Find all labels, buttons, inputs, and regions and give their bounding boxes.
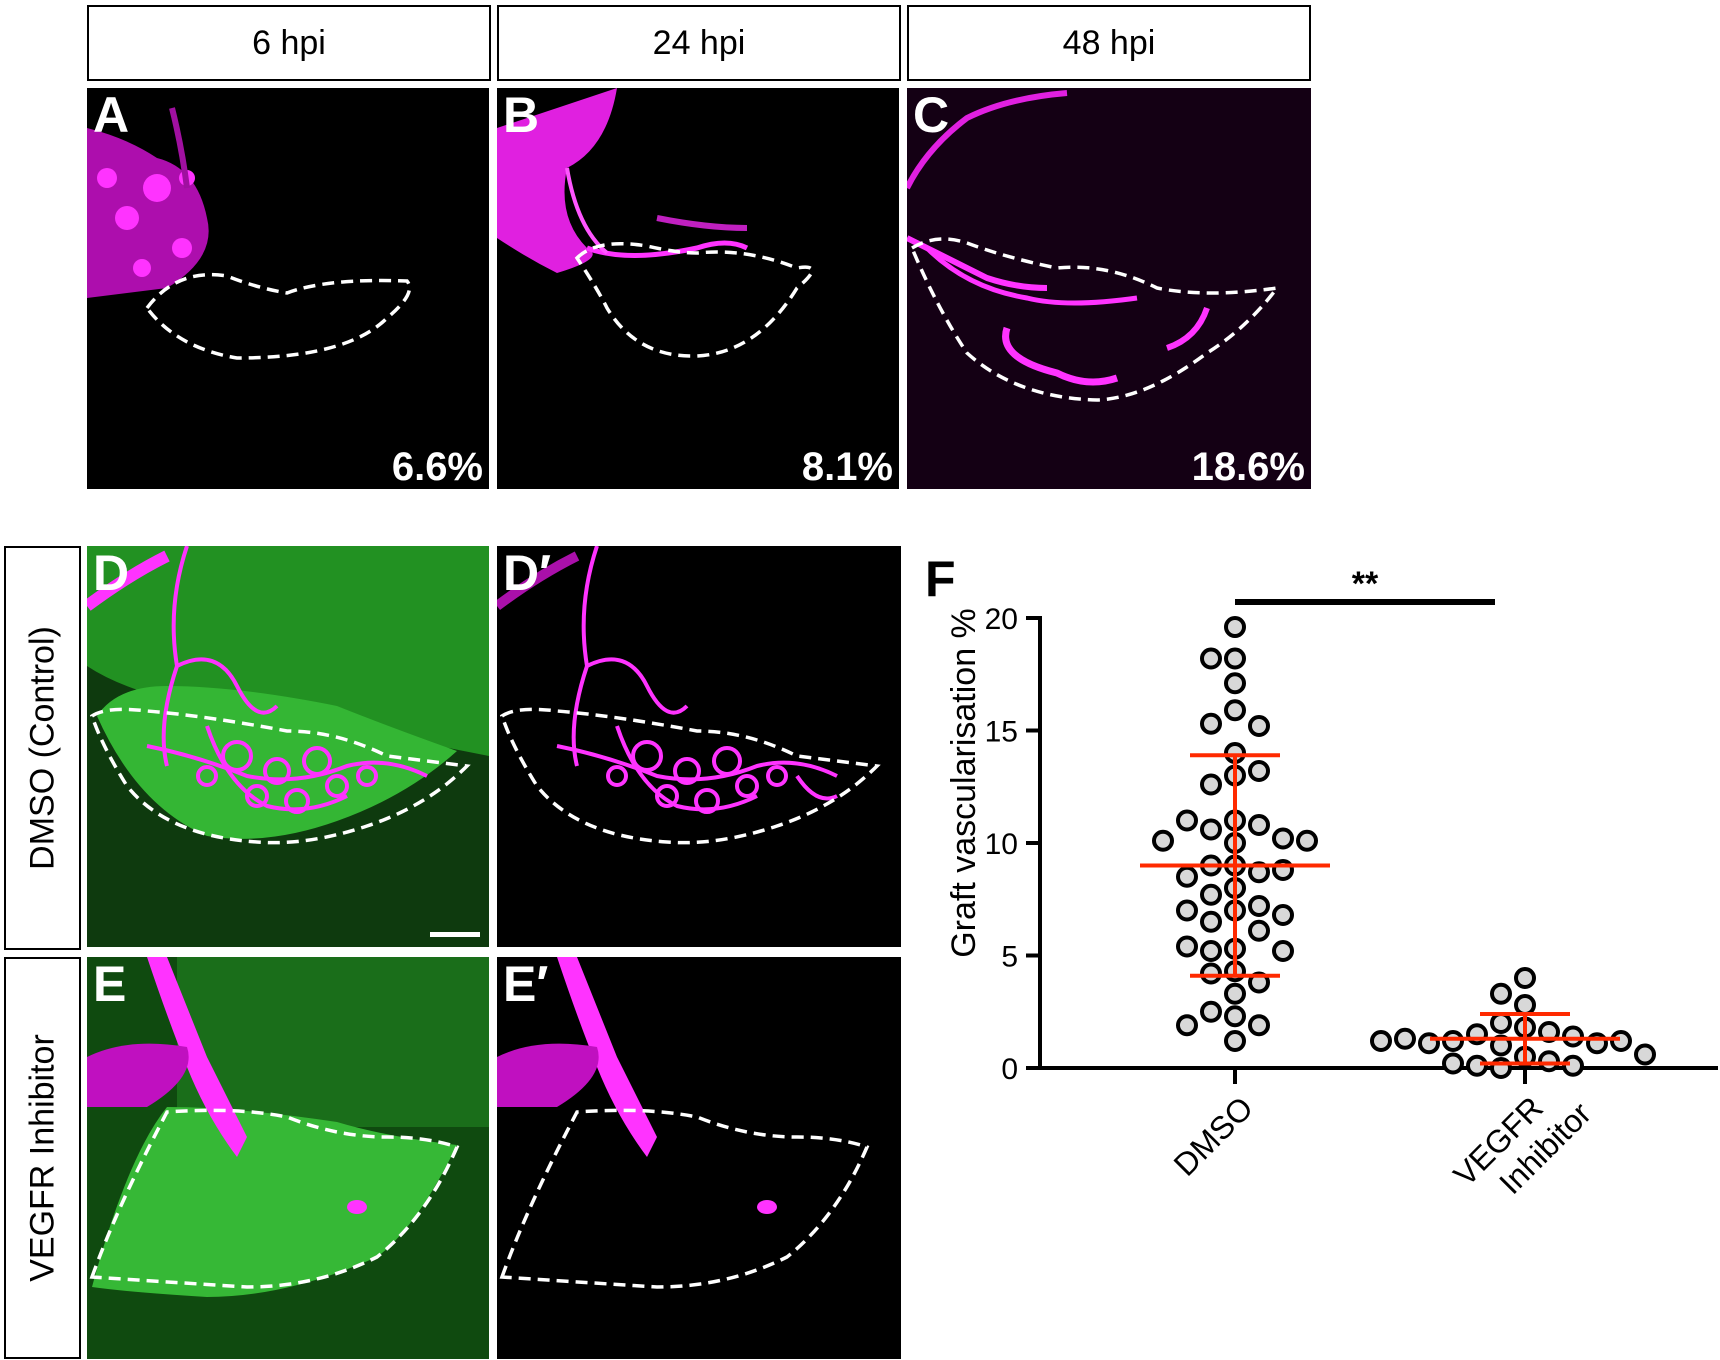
- micrograph-panel-e: E: [87, 957, 489, 1359]
- data-point: [1248, 861, 1270, 884]
- row-label-vegfr-text: VEGFR Inhibitor: [23, 1034, 61, 1282]
- percent-a: 6.6%: [391, 445, 483, 489]
- data-point: [1200, 647, 1222, 670]
- data-point: [1442, 1052, 1464, 1075]
- data-point: [1562, 1025, 1584, 1048]
- data-point: [1200, 712, 1222, 735]
- y-tick-label: 10: [985, 828, 1018, 861]
- data-point: [1176, 899, 1198, 922]
- y-tick-label: 15: [985, 716, 1018, 749]
- data-point: [1442, 1030, 1464, 1052]
- micrograph-panel-b: B 8.1%: [497, 88, 899, 489]
- y-tick-label: 0: [1001, 1053, 1018, 1086]
- data-point: [1200, 883, 1222, 906]
- x-tick-label: VEGFRInhibitor: [1447, 1068, 1599, 1220]
- data-point: [1224, 672, 1246, 695]
- data-point: [1200, 962, 1222, 985]
- column-header-48hpi: 48 hpi: [907, 5, 1311, 81]
- data-point: [1490, 982, 1512, 1005]
- panel-a-image: [87, 107, 412, 360]
- data-point: [1272, 904, 1294, 926]
- data-point: [1248, 814, 1270, 836]
- data-point: [1176, 865, 1198, 888]
- data-point: [1296, 829, 1318, 852]
- y-tick-label: 5: [1001, 941, 1018, 974]
- panel-label-a: A: [93, 88, 130, 143]
- panel-e-prime-image: [497, 957, 870, 1289]
- data-point: [1224, 1030, 1246, 1052]
- micrograph-panel-d-prime: D′: [497, 546, 901, 947]
- data-point: [1394, 1027, 1416, 1050]
- micrograph-panel-a: A 6.6%: [87, 88, 489, 489]
- data-point: [1200, 940, 1222, 962]
- data-point: [1514, 994, 1536, 1016]
- data-point: [1224, 982, 1246, 1005]
- y-axis-label: Graft vascularisation %: [945, 608, 983, 958]
- data-point: [1176, 809, 1198, 832]
- data-point: [1370, 1030, 1392, 1052]
- micrograph-panel-d: D: [87, 546, 489, 947]
- data-point: [1538, 1050, 1560, 1073]
- data-point: [1200, 910, 1222, 933]
- data-point: [1248, 971, 1270, 994]
- panel-label-d: D: [93, 546, 130, 601]
- row-label-dmso-text: DMSO (Control): [23, 626, 61, 870]
- data-point: [1634, 1043, 1656, 1066]
- data-point: [1248, 760, 1270, 782]
- data-point: [1152, 829, 1174, 852]
- panel-label-f: F: [925, 551, 956, 607]
- data-point: [1610, 1030, 1632, 1052]
- data-point: [1538, 1021, 1560, 1043]
- column-header-6hpi: 6 hpi: [87, 5, 491, 81]
- data-point: [1224, 699, 1246, 722]
- panel-label-b: B: [503, 88, 540, 143]
- panel-d-image: [87, 546, 489, 947]
- data-point: [1514, 967, 1536, 989]
- row-label-dmso: DMSO (Control): [4, 546, 81, 950]
- data-point: [1248, 919, 1270, 942]
- data-point: [1248, 895, 1270, 917]
- scatter-chart: Graft vascularisation % 0 5 10 15 20 DMSO VEGF…: [945, 565, 1718, 1220]
- percent-c: 18.6%: [1191, 445, 1305, 489]
- micrograph-panel-e-prime: E′: [497, 957, 901, 1359]
- data-point: [1272, 940, 1294, 962]
- significance-label: **: [1352, 565, 1379, 603]
- data-point: [1176, 935, 1198, 958]
- panel-d-prime-image: [497, 546, 881, 845]
- y-tick-label: 20: [985, 603, 1018, 636]
- panel-e-image: [87, 957, 489, 1359]
- panel-label-e: E: [93, 957, 127, 1012]
- x-tick-label: DMSO: [1167, 1089, 1260, 1182]
- data-point: [1224, 1005, 1246, 1028]
- data-point: [1200, 773, 1222, 796]
- data-point: [1272, 827, 1294, 850]
- data-point: [1490, 1034, 1512, 1057]
- data-point: [1176, 1014, 1198, 1037]
- row-label-vegfr: VEGFR Inhibitor: [4, 957, 81, 1359]
- panel-label-d-prime: D′: [503, 546, 552, 601]
- data-point: [1562, 1054, 1584, 1077]
- data-point: [1224, 647, 1246, 670]
- data-point: [1466, 1054, 1488, 1077]
- x-tick-label-line: DMSO: [1167, 1089, 1260, 1182]
- data-point: [1200, 1000, 1222, 1023]
- data-point: [1248, 715, 1270, 737]
- data-point: [1490, 1012, 1512, 1034]
- panel-c-image: [907, 88, 1311, 489]
- panel-b-image: [497, 88, 814, 358]
- panel-label-c: C: [913, 88, 950, 143]
- column-header-24hpi: 24 hpi: [497, 5, 901, 81]
- micrograph-panel-c: C 18.6%: [907, 88, 1311, 489]
- panel-label-e-prime: E′: [503, 957, 549, 1012]
- percent-b: 8.1%: [801, 445, 893, 489]
- data-point: [1224, 616, 1246, 638]
- data-point: [1248, 1014, 1270, 1037]
- data-point: [1200, 818, 1222, 841]
